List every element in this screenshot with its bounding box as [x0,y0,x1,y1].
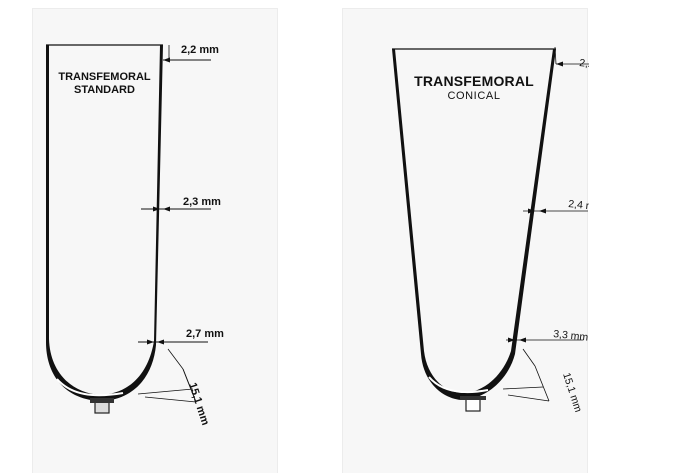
dim-label-lower-wall: 3,3 mm [553,328,589,344]
cup-highlight [428,376,489,393]
socket-panel-conical: 2,2 mm 2,4 mm 3,3 mm 15,1 mm TRANSFEMORA… [342,8,589,473]
dim-arrow-mid-left [153,206,160,212]
dim-line-bottom [534,365,550,402]
dim-arrow-top [163,57,170,63]
dim-label-top-wall: 2,2 mm [181,44,219,56]
dim-label-top-wall: 2,2 mm [579,57,589,73]
socket-shell [46,45,163,401]
dim-arrow-lower-left [508,337,515,343]
dim-arrow-lower-right [157,339,164,345]
dim-arrow-lower-left [147,339,154,345]
dim-arrow-lower-right [519,337,526,343]
title-line-2: CONICAL [447,90,501,102]
dim-leader-bottom-2 [137,388,194,395]
dim-leader-bottom-3 [144,396,197,403]
dim-leader-bottom-2 [502,386,544,390]
dim-arrow-mid-right [539,208,546,214]
title-line-1: TRANSFEMORAL [58,71,151,83]
dim-arrow-top [556,61,563,67]
dim-line-bottom [182,368,197,403]
socket-drawing-conical: 2,2 mm 2,4 mm 3,3 mm 15,1 mm [392,46,589,414]
dim-leader-top [554,46,557,65]
socket-title-standard: TRANSFEMORAL STANDARD [46,71,163,97]
dim-label-mid-wall: 2,4 mm [568,198,589,214]
connector-plate [460,396,486,400]
dim-label-bottom: 15,1 mm [186,381,211,427]
title-line-1: TRANSFEMORAL [414,73,534,89]
socket-title-conical: TRANSFEMORAL CONICAL [405,73,543,103]
connector-plate [90,398,114,403]
dim-leader-bottom-1 [167,348,184,370]
socket-drawing-standard: 2,2 mm 2,3 mm 2,7 mm 15,1 mm [46,44,224,427]
dim-leader-bottom-3 [507,394,550,402]
cup-highlight [56,378,124,397]
socket-panel-standard: 2,2 mm 2,3 mm 2,7 mm 15,1 mm TRANSFEMORA… [32,8,278,473]
dim-arrow-mid-left [528,208,535,214]
title-line-2: STANDARD [74,84,135,96]
dim-label-bottom: 15,1 mm [560,371,584,414]
dim-leader-bottom-1 [522,348,536,367]
dim-label-lower-wall: 2,7 mm [186,328,224,340]
dim-label-mid-wall: 2,3 mm [183,196,221,208]
dim-arrow-mid-right [163,206,170,212]
